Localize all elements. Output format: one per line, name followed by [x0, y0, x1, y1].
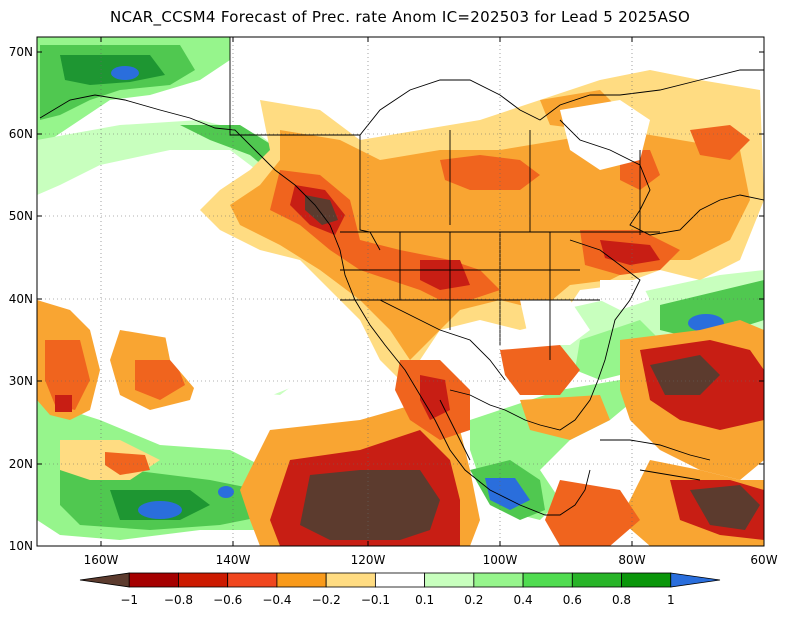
longitude-labels: 160W 140W 120W 100W 80W 60W [84, 553, 778, 567]
colorbar-label: −0.1 [361, 593, 390, 607]
colorbar-swatch [522, 572, 573, 588]
lon-label-60w: 60W [750, 553, 777, 567]
colorbar-label: 0.4 [514, 593, 533, 607]
colorbar-swatch [621, 572, 672, 588]
lat-label-40n: 40N [9, 292, 33, 306]
colorbar-swatch [424, 572, 475, 588]
colorbar-swatch [325, 572, 376, 588]
anomaly-field [37, 37, 764, 546]
wet-anomalies [37, 37, 764, 540]
colorbar-swatch [227, 572, 278, 588]
lon-label-80w: 80W [618, 553, 645, 567]
colorbar-label: 0.6 [563, 593, 582, 607]
colorbar: −1 −0.8 −0.6 −0.4 −0.2 −0.1 0.1 0.2 0.4 0.6 0.8 1 [79, 572, 721, 607]
map-frame [36, 36, 765, 547]
colorbar-label: 0.2 [464, 593, 483, 607]
colorbar-label: −0.8 [164, 593, 193, 607]
colorbar-label: −1 [120, 593, 138, 607]
colorbar-swatch [670, 572, 721, 588]
latitude-labels: 70N 60N 50N 40N 30N 20N 10N [9, 45, 33, 553]
colorbar-swatch [571, 572, 622, 588]
coastlines [39, 37, 764, 516]
lat-label-70n: 70N [9, 45, 33, 59]
lat-label-30n: 30N [9, 374, 33, 388]
lat-label-20n: 20N [9, 457, 33, 471]
colorbar-swatch [128, 572, 179, 588]
colorbar-swatch [79, 572, 130, 588]
graticule [37, 37, 764, 546]
lon-label-100w: 100W [483, 553, 518, 567]
colorbar-label: −0.2 [312, 593, 341, 607]
lat-label-50n: 50N [9, 209, 33, 223]
colorbar-swatch [374, 572, 426, 588]
colorbar-swatch [178, 572, 229, 588]
colorbar-label: 0.1 [415, 593, 434, 607]
lon-label-120w: 120W [351, 553, 386, 567]
lat-label-60n: 60N [9, 127, 33, 141]
colorbar-swatch [473, 572, 524, 588]
map-title: NCAR_CCSM4 Forecast of Prec. rate Anom I… [109, 8, 691, 26]
axis-ticks [37, 37, 765, 547]
colorbar-swatch [276, 572, 327, 588]
colorbar-label: −0.4 [262, 593, 291, 607]
lon-label-140w: 140W [216, 553, 251, 567]
colorbar-label: 1 [667, 593, 675, 607]
colorbar-label: −0.6 [213, 593, 242, 607]
lon-label-160w: 160W [84, 553, 119, 567]
colorbar-label: 0.8 [612, 593, 631, 607]
lat-label-10n: 10N [9, 539, 33, 553]
